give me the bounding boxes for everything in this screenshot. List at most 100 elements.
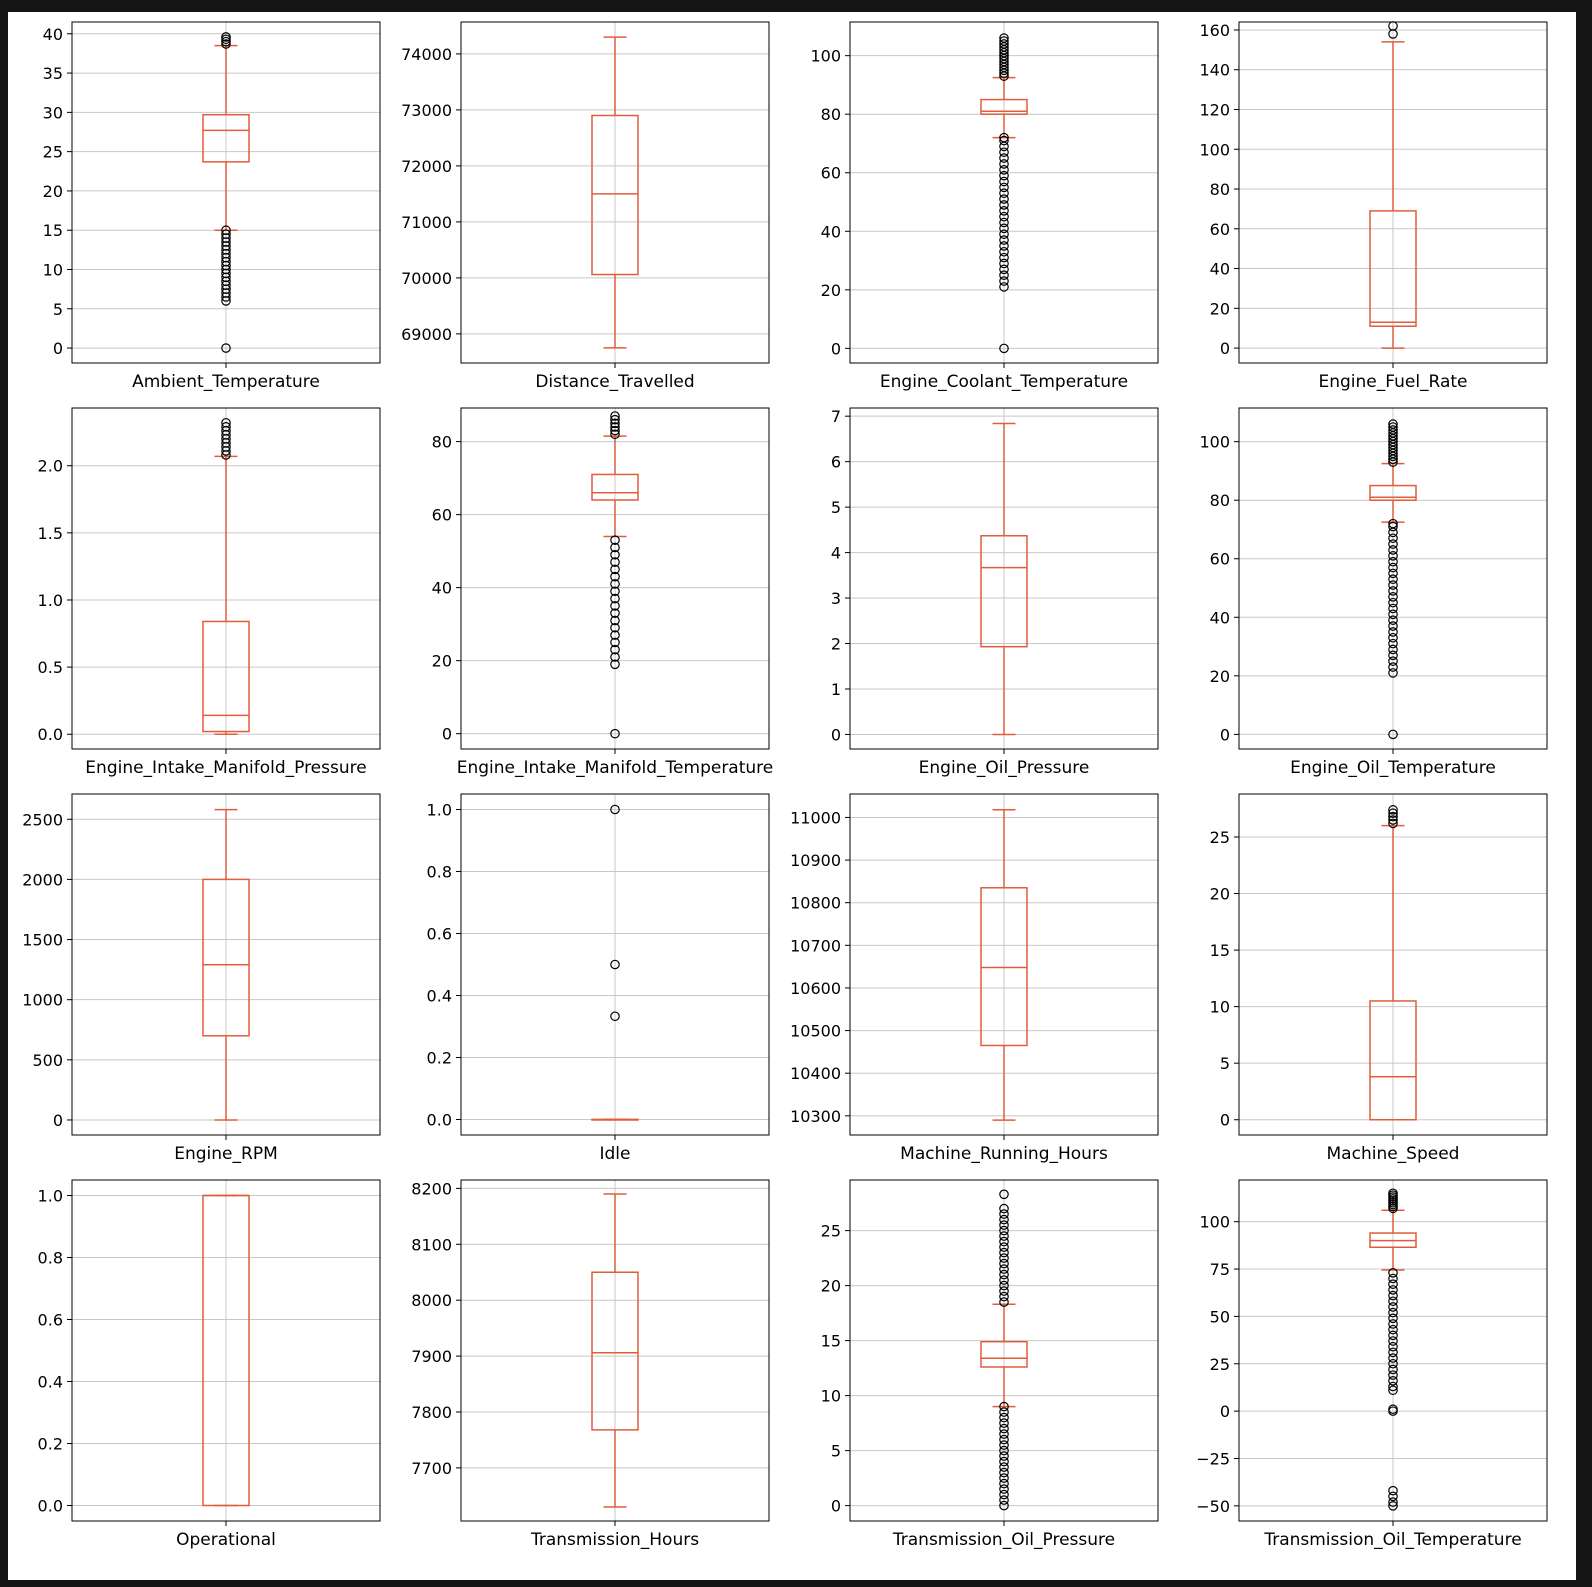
outlier-point [999, 1401, 1009, 1412]
outlier-point [1388, 1319, 1398, 1329]
y-tick-label: 500 [32, 1051, 63, 1070]
outlier-point [999, 1203, 1009, 1214]
y-tick-label: 72000 [401, 157, 452, 176]
x-axis-label: Engine_Oil_Temperature [1290, 758, 1496, 778]
outlier-point [999, 241, 1009, 251]
axes-frame [849, 21, 1159, 364]
y-tick-label: 0 [1220, 725, 1230, 744]
outlier-point [999, 217, 1009, 228]
outlier-point [221, 225, 231, 236]
outlier-point [221, 32, 231, 42]
y-tick-label: 11000 [790, 808, 841, 827]
x-axis-label: Idle [600, 1144, 631, 1164]
y-tick-label: −50 [1196, 1497, 1230, 1516]
y-tick-label: 120 [1199, 100, 1230, 119]
y-tick-label: 7 [831, 407, 841, 426]
outlier-point [1388, 1404, 1398, 1415]
x-axis-label: Distance_Travelled [535, 372, 694, 392]
y-tick-label: 8100 [411, 1235, 452, 1254]
y-tick-label: 0.5 [38, 658, 63, 677]
y-tick-label: 60 [1210, 220, 1230, 239]
outlier-point [1388, 808, 1398, 819]
iqr-box [591, 114, 639, 276]
outlier-point [999, 1209, 1009, 1219]
outlier-point [1388, 668, 1398, 678]
outlier-point [999, 229, 1009, 240]
y-tick-label: 40 [432, 579, 452, 598]
iqr-box [591, 473, 639, 501]
outlier-point [610, 637, 620, 648]
outlier-point [1388, 1364, 1398, 1375]
outlier-point [610, 728, 620, 739]
y-tick-label: 60 [821, 164, 841, 183]
axes-frame [460, 407, 770, 750]
y-tick-label: 40 [43, 25, 63, 44]
outlier-point [1388, 562, 1398, 573]
y-tick-label: 30 [43, 103, 63, 122]
outlier-point [999, 1484, 1009, 1494]
outlier-point [999, 1429, 1009, 1439]
outlier-point [1388, 650, 1398, 661]
subplot-idle: 0.0 0.2 0.4 0.6 0.8 1.0 Idle [427, 793, 770, 1164]
outlier-point [1388, 539, 1398, 549]
x-axis-label: Transmission_Oil_Temperature [1263, 1530, 1521, 1550]
outlier-point [610, 411, 620, 421]
outlier-point [1388, 1307, 1398, 1318]
outlier-point [999, 1220, 1009, 1230]
y-tick-label: 7900 [411, 1347, 452, 1366]
outlier-point [1388, 1347, 1398, 1358]
outlier-point [1388, 1302, 1398, 1312]
y-tick-label: 3 [831, 589, 841, 608]
y-tick-label: 0.4 [427, 987, 452, 1006]
outlier-point [999, 33, 1009, 43]
y-tick-label: 5 [1220, 1054, 1230, 1073]
subplot-engine-fuel-rate: 0 20 40 60 80 100 120 140 160 Engine_Fuel_Rate [1199, 21, 1548, 392]
iqr-box [1369, 1000, 1417, 1121]
y-tick-label: 60 [432, 506, 452, 525]
y-tick-label: 0.8 [427, 863, 452, 882]
y-tick-label: 0.8 [38, 1249, 63, 1268]
outlier-point [610, 549, 620, 560]
y-tick-label: 140 [1199, 61, 1230, 80]
outlier-point [1388, 615, 1398, 626]
subplot-machine-speed: 0 5 10 15 20 25 Machine_Speed [1210, 793, 1548, 1164]
outlier-point [999, 1489, 1009, 1500]
y-tick-label: 0 [1220, 339, 1230, 358]
outlier-point [999, 39, 1009, 49]
outlier-point [610, 571, 620, 582]
outlier-point [999, 165, 1009, 175]
outlier-point [999, 1423, 1009, 1434]
outlier-point [1388, 811, 1398, 822]
outlier-point [610, 422, 620, 432]
y-tick-label: 25 [821, 1222, 841, 1241]
outlier-point [999, 1258, 1009, 1269]
y-tick-label: 8200 [411, 1179, 452, 1198]
x-axis-label: Engine_RPM [174, 1144, 278, 1164]
y-tick-label: 75 [1210, 1260, 1230, 1279]
outlier-point [1388, 422, 1398, 432]
iqr-box [202, 620, 250, 733]
outlier-point [610, 659, 620, 670]
y-tick-label: 1.0 [38, 1187, 63, 1206]
outlier-point [1388, 574, 1398, 585]
outlier-point [1388, 1285, 1398, 1295]
outlier-point [1388, 1497, 1398, 1507]
outlier-point [999, 264, 1009, 275]
y-tick-label: 10 [43, 261, 63, 280]
y-tick-label: 2500 [22, 810, 63, 829]
y-tick-label: 20 [432, 652, 452, 671]
y-tick-label: 80 [1210, 491, 1230, 510]
outlier-point [1388, 1290, 1398, 1301]
y-tick-label: 60 [1210, 550, 1230, 569]
outlier-point [1388, 580, 1398, 590]
y-tick-label: 0 [831, 1497, 841, 1516]
outlier-point [999, 1253, 1009, 1263]
outlier-point [1388, 419, 1398, 429]
outlier-point [999, 205, 1009, 216]
outlier-point [999, 159, 1009, 169]
iqr-box [1369, 484, 1417, 501]
outlier-point [221, 34, 231, 45]
outlier-point [1388, 591, 1398, 602]
outlier-point [999, 135, 1009, 146]
outlier-point [1388, 603, 1398, 614]
